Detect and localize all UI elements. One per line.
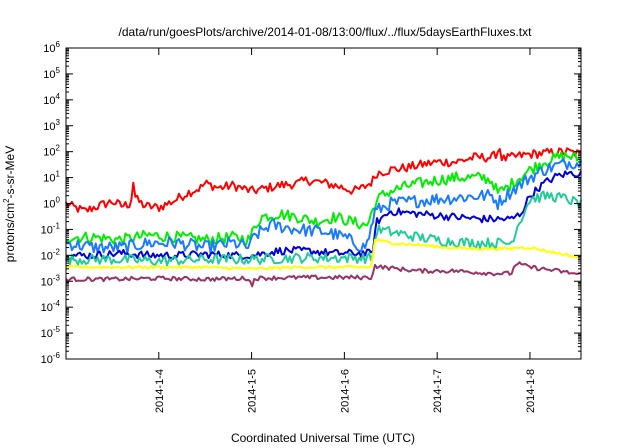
y-tick-label-exp: 5 (56, 66, 61, 75)
y-tick-label-base: 10 (43, 69, 55, 81)
x-axis-label: Coordinated Universal Time (UTC) (231, 431, 415, 445)
y-tick-label: 10-5 (41, 325, 61, 340)
y-tick-label: 10-4 (41, 299, 61, 314)
y-tick-label-exp: 4 (56, 92, 61, 101)
series-line (65, 170, 582, 261)
y-tick-label-exp: -1 (53, 221, 61, 230)
y-tick-label: 102 (43, 144, 60, 159)
x-tick-label: 2014-1-6 (339, 369, 351, 413)
y-tick-label: 10-6 (41, 351, 61, 366)
y-tick-label-base: 10 (43, 147, 55, 159)
plot-frame (65, 47, 582, 360)
y-tick-label-base: 10 (43, 173, 55, 185)
series-layer (65, 147, 582, 288)
y-tick-label: 10-1 (41, 221, 61, 236)
y-tick-label-exp: 0 (56, 196, 61, 205)
y-tick-label: 106 (43, 40, 60, 55)
y-tick-label-base: 10 (41, 302, 53, 314)
y-tick-label-exp: 1 (56, 170, 61, 179)
y-axis-label-base: protons/cm (3, 203, 17, 262)
y-tick-label: 10-3 (41, 273, 61, 288)
y-tick-label-base: 10 (41, 354, 53, 366)
series-line (65, 238, 582, 271)
y-tick-label-base: 10 (41, 328, 53, 340)
y-tick-label-exp: 2 (56, 144, 61, 153)
x-tick-label: 2014-1-4 (154, 369, 166, 413)
y-axis-label-sup: 2 (2, 198, 11, 203)
y-axis-label: protons/cm2-s-sr-MeV (2, 146, 17, 262)
series-line (65, 190, 582, 267)
y-tick-label: 10-2 (41, 247, 61, 262)
y-tick-label: 103 (43, 118, 60, 133)
y-tick-label-exp: 6 (56, 40, 61, 49)
y-tick-label-exp: -4 (53, 299, 61, 308)
y-tick-label-base: 10 (41, 276, 53, 288)
x-tick-label: 2014-1-5 (247, 369, 259, 413)
series-line (65, 158, 582, 254)
series-line (65, 147, 582, 213)
y-tick-label: 104 (43, 92, 60, 107)
y-tick-label-exp: -3 (53, 273, 61, 282)
y-tick-label-base: 10 (43, 199, 55, 211)
y-tick-label: 105 (43, 66, 60, 81)
axes-layer: 10-610-510-410-310-210-11001011021031041… (41, 40, 581, 413)
y-tick-label-exp: -6 (53, 351, 61, 360)
y-tick-label-base: 10 (43, 121, 55, 133)
y-tick-label: 101 (43, 170, 60, 185)
y-tick-label-base: 10 (43, 95, 55, 107)
series-line (65, 261, 581, 288)
y-tick-label-base: 10 (43, 43, 55, 55)
y-tick-label-exp: -5 (53, 325, 61, 334)
y-axis-label-rest: -s-sr-MeV (3, 146, 17, 199)
chart-title: /data/run/goesPlots/archive/2014-01-08/1… (119, 25, 533, 39)
x-tick-label: 2014-1-7 (432, 369, 444, 413)
y-tick-label-exp: 3 (56, 118, 61, 127)
y-tick-label-exp: -2 (53, 247, 61, 256)
series-line (65, 151, 582, 246)
x-tick-label: 2014-1-8 (525, 369, 537, 413)
y-tick-label-base: 10 (41, 250, 53, 262)
y-tick-label-base: 10 (41, 224, 53, 236)
y-tick-label: 100 (43, 196, 60, 211)
